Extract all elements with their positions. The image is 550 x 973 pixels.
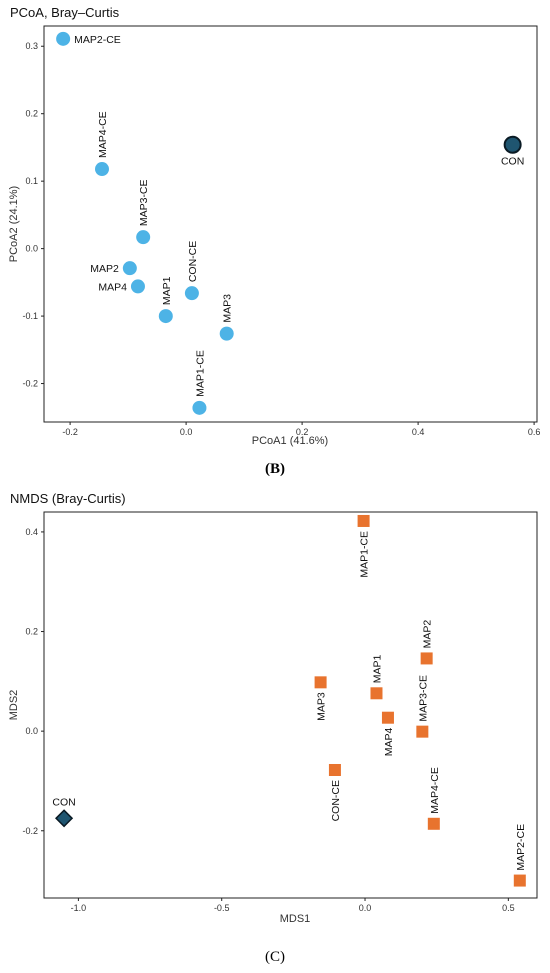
panel-label-c: (C)	[265, 949, 285, 965]
nmds-x-axis-label: MDS1	[280, 913, 311, 925]
point-label-con-ce: CON-CE	[187, 241, 199, 282]
nmds-y-axis-ticks: -0.2 0.0 0.2 0.4	[22, 527, 44, 836]
point-label-map4: MAP4	[383, 728, 395, 757]
point-label-map1: MAP1	[161, 276, 173, 305]
x-tick-label: 0.6	[528, 427, 541, 437]
point-map1	[370, 687, 383, 700]
y-tick-label: -0.1	[22, 311, 38, 321]
pcoa-x-axis-label: PCoA1 (41.6%)	[252, 435, 328, 447]
point-label-con-ce: CON-CE	[330, 780, 342, 821]
point-label-map4-ce: MAP4-CE	[429, 767, 441, 814]
y-tick-label: 0.4	[25, 527, 38, 537]
x-tick-label: 0.4	[412, 427, 425, 437]
point-map1-ce	[192, 400, 207, 415]
nmds-x-axis-ticks: -1.0 -0.5 0.0 0.5	[71, 898, 515, 913]
y-tick-label: 0.2	[25, 627, 38, 637]
point-con	[55, 809, 74, 828]
x-tick-label: 0.0	[180, 427, 193, 437]
point-map2-ce	[513, 874, 526, 887]
x-tick-label: -1.0	[71, 903, 87, 913]
point-label-map3: MAP3	[222, 294, 234, 323]
pcoa-panel: PCoA, Bray–Curtis -0.2 0.0 0.2 0.4 0.6 -0.2-…	[8, 5, 540, 477]
point-map1	[158, 309, 173, 324]
y-tick-label: 0.3	[25, 41, 38, 51]
point-label-map2: MAP2	[422, 620, 434, 649]
point-label-map3: MAP3	[316, 692, 328, 721]
point-label-con: CON	[501, 156, 524, 168]
pcoa-y-axis-label: PCoA2 (24.1%)	[8, 186, 20, 262]
point-map3-ce	[416, 725, 429, 738]
point-label-con: CON	[52, 796, 75, 808]
x-tick-label: -0.5	[214, 903, 230, 913]
point-map3	[219, 326, 234, 341]
point-con	[503, 135, 522, 154]
point-map2	[420, 652, 433, 665]
point-map4-ce	[427, 817, 440, 830]
pcoa-title: PCoA, Bray–Curtis	[10, 5, 120, 20]
y-tick-label: 0.1	[25, 176, 38, 186]
point-con-ce	[328, 763, 341, 776]
y-tick-label: -0.2	[22, 826, 38, 836]
nmds-points: MAP1-CE MAP2 MAP1 MAP3 MAP4 MAP3-CE CON-CE MAP4…	[52, 514, 527, 887]
point-map4	[130, 279, 145, 294]
point-label-map1-ce: MAP1-CE	[194, 350, 206, 397]
nmds-y-axis-label: MDS2	[8, 690, 20, 721]
x-tick-label: 0.5	[502, 903, 515, 913]
point-label-map1: MAP1	[371, 655, 383, 684]
point-map2	[122, 261, 137, 276]
nmds-title: NMDS (Bray-Curtis)	[10, 491, 126, 506]
x-tick-label: -0.2	[62, 427, 78, 437]
point-con-ce	[184, 286, 199, 301]
x-tick-label: 0.0	[359, 903, 372, 913]
point-map2-ce	[56, 31, 71, 46]
y-tick-label: 0.2	[25, 109, 38, 119]
point-label-map1-ce: MAP1-CE	[359, 531, 371, 578]
point-label-map2-ce: MAP2-CE	[515, 824, 527, 871]
point-map4	[381, 711, 394, 724]
point-label-map3-ce: MAP3-CE	[417, 675, 429, 722]
pcoa-points: MAP2-CE MAP4-CE MAP3-CE MAP2 MAP4 MAP1 CON-CE M…	[56, 31, 524, 415]
y-tick-label: -0.2	[22, 379, 38, 389]
y-tick-label: 0.0	[25, 726, 38, 736]
point-map3	[314, 676, 327, 689]
point-map1-ce	[357, 514, 370, 527]
panel-label-b: (B)	[265, 461, 285, 477]
y-tick-label: 0.0	[25, 244, 38, 254]
point-label-map2: MAP2	[90, 263, 119, 275]
point-label-map4-ce: MAP4-CE	[97, 111, 109, 158]
pcoa-x-axis-ticks: -0.2 0.0 0.2 0.4 0.6	[62, 422, 540, 437]
point-label-map3-ce: MAP3-CE	[138, 179, 150, 226]
point-label-map4: MAP4	[98, 281, 127, 293]
point-map4-ce	[95, 162, 109, 177]
point-map3-ce	[136, 230, 151, 245]
nmds-plot-area	[43, 511, 538, 899]
x-tick-label: 0.2	[296, 427, 309, 437]
nmds-panel: NMDS (Bray-Curtis) -1.0 -0.5 0.0 0.5 -0.2 0.…	[8, 491, 538, 965]
pcoa-y-axis-ticks: -0.2 -0.1 0.0 0.1 0.2 0.3	[22, 41, 44, 389]
pcoa-plot-area	[43, 25, 538, 423]
point-label-map2-ce: MAP2-CE	[74, 34, 121, 46]
